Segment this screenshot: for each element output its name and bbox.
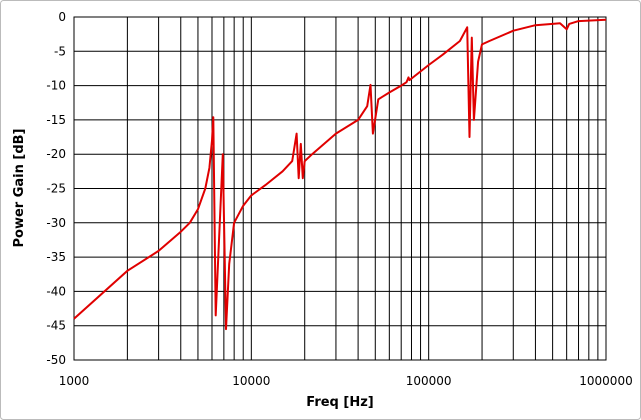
x-axis-label: Freq [Hz] [306,395,373,410]
y-tick-label: -30 [46,216,66,230]
y-tick-label: -5 [54,44,66,58]
x-tick-label: 100000 [406,374,452,388]
y-tick-label: -50 [46,353,66,367]
x-tick-label: 1000000 [579,374,632,388]
y-tick-label: -15 [46,113,66,127]
y-tick-label: -40 [46,284,66,298]
data-line [73,18,607,331]
y-tick-label: -20 [46,147,66,161]
x-tick-label: 1000 [59,374,90,388]
x-tick-label: 10000 [232,374,270,388]
y-tick-label: -45 [46,319,66,333]
plot-border [73,16,607,361]
y-tick-label: -10 [46,79,66,93]
y-tick-label: -35 [46,250,66,264]
y-tick-label: 0 [58,10,66,24]
y-tick-label: -25 [46,182,66,196]
y-axis-label: Power Gain [dB] [12,129,27,248]
